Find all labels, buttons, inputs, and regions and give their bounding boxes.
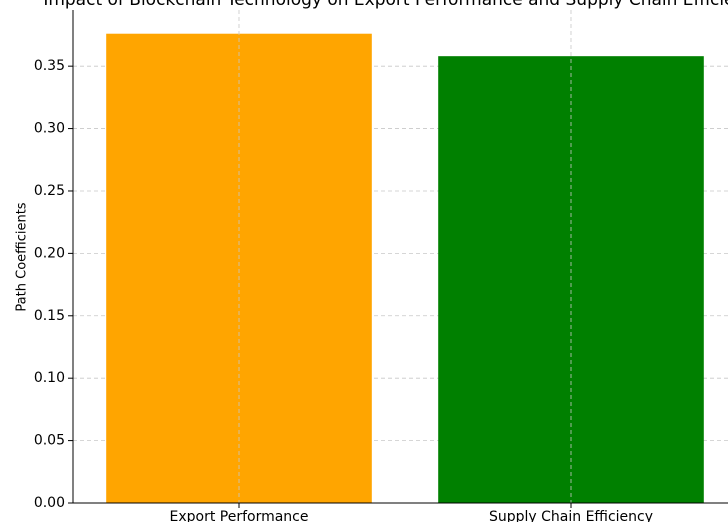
x-tick-label: Export Performance — [170, 509, 309, 522]
x-tick-label: Supply Chain Efficiency — [489, 509, 653, 522]
y-tick-label: 0.00 — [34, 495, 65, 511]
y-tick-label: 0.20 — [34, 245, 65, 261]
y-axis-label: Path Coefficients — [15, 202, 30, 311]
y-tick-label: 0.25 — [34, 183, 65, 199]
y-tick-label: 0.35 — [34, 58, 65, 74]
y-tick-label: 0.15 — [34, 308, 65, 324]
y-tick-label: 0.05 — [34, 433, 65, 449]
chart-title: Impact of Blockchain Technology on Expor… — [43, 0, 728, 10]
y-tick-label: 0.30 — [34, 121, 65, 137]
y-tick-label: 0.10 — [34, 370, 65, 386]
